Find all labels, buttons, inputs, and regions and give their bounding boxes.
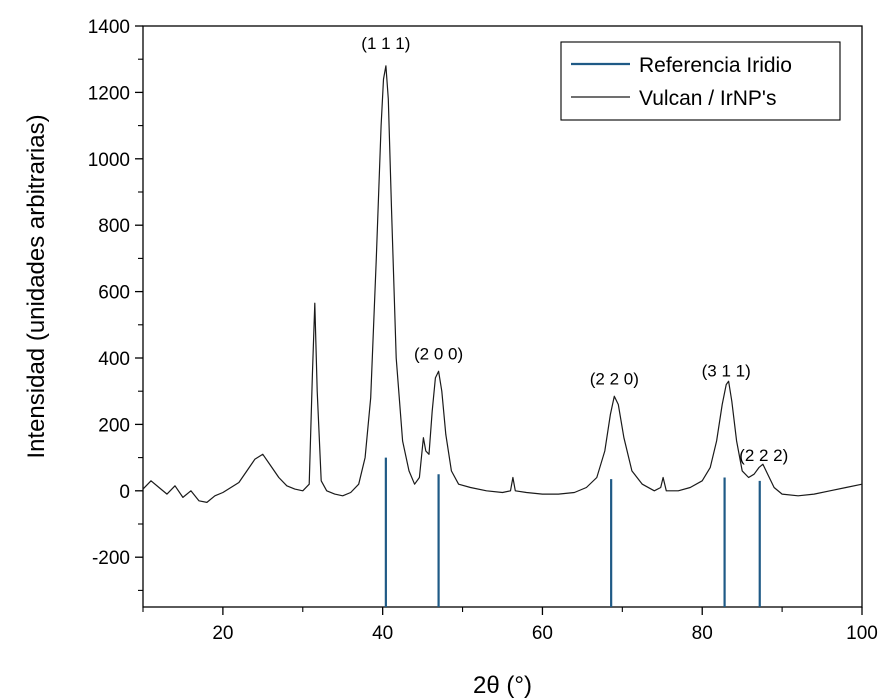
x-tick-label: 60	[532, 623, 553, 644]
plot-frame	[142, 25, 863, 608]
reference-sticks	[384, 457, 761, 607]
x-tick-label: 20	[212, 623, 233, 644]
legend-label-vulcan: Vulcan / IrNP's	[639, 87, 776, 110]
legend-box	[560, 41, 841, 121]
x-tick-label: 40	[372, 623, 393, 644]
peak-label: (3 1 1)	[702, 361, 751, 380]
peak-label: (2 0 0)	[414, 345, 463, 364]
x-axis-title: 2θ (°)	[473, 672, 532, 699]
y-axis-title: Intensidad (unidades arbitrarias)	[23, 114, 50, 458]
x-tick-label: 80	[692, 623, 713, 644]
y-tick-label: 600	[98, 283, 130, 304]
legend: Referencia Iridio Vulcan / IrNP's	[560, 41, 841, 121]
y-tick-label: 0	[119, 482, 130, 503]
y-tick-label: 1400	[88, 17, 130, 38]
y-tick-label: -200	[92, 548, 130, 569]
legend-label-reference: Referencia Iridio	[639, 54, 792, 77]
series-line-path	[142, 65, 863, 503]
y-tick-label: 800	[98, 216, 130, 237]
y-tick-label: 1000	[88, 150, 130, 171]
y-tick-label: 1200	[88, 83, 130, 104]
peak-annotations: (1 1 1) (2 0 0) (2 2 0) (3 1 1) (2 2 2)	[361, 34, 788, 465]
x-tick-label: 100	[846, 623, 878, 644]
series-vulcan-line	[142, 65, 863, 503]
peak-label: (2 2 0)	[590, 370, 639, 389]
axis-ticks: 20 40 60 80 100 -200 0 200 400 600 800 1000 1200 1400	[88, 17, 878, 644]
plot-border	[142, 25, 863, 608]
y-tick-label: 400	[98, 349, 130, 370]
peak-label: (2 2 2)	[739, 446, 788, 465]
peak-label: (1 1 1)	[361, 34, 410, 53]
y-tick-label: 200	[98, 415, 130, 436]
